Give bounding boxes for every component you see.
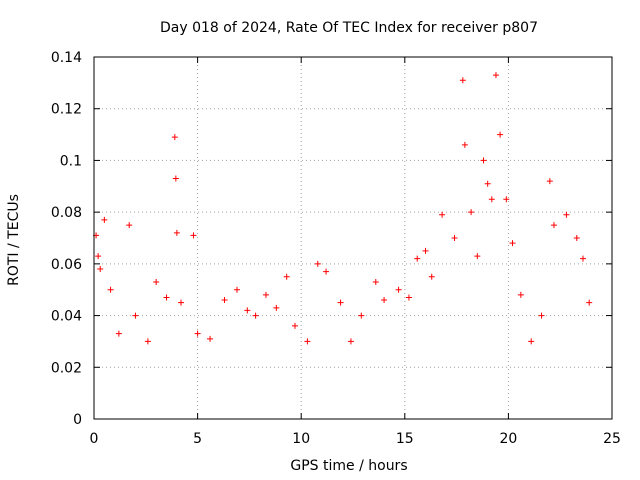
data-point xyxy=(107,286,114,293)
data-point xyxy=(358,312,365,319)
data-point xyxy=(517,291,524,298)
data-point xyxy=(492,72,499,79)
data-point xyxy=(244,307,251,314)
data-point xyxy=(474,253,481,260)
data-point xyxy=(171,134,178,141)
data-point xyxy=(563,211,570,218)
data-point xyxy=(405,294,412,301)
data-point xyxy=(291,322,298,329)
data-point xyxy=(221,297,228,304)
data-point xyxy=(381,297,388,304)
data-point xyxy=(546,178,553,185)
data-point xyxy=(503,196,510,203)
data-point xyxy=(190,232,197,239)
data-point xyxy=(372,278,379,285)
plot-frame xyxy=(93,56,613,420)
y-tick-label: 0.06 xyxy=(51,257,82,273)
data-point xyxy=(439,211,446,218)
data-point xyxy=(95,253,102,260)
data-point xyxy=(459,77,466,84)
data-point xyxy=(480,157,487,164)
y-tick-label: 0.04 xyxy=(51,309,82,325)
data-point xyxy=(178,299,185,306)
data-point xyxy=(323,268,330,275)
data-point xyxy=(484,180,491,187)
data-point xyxy=(586,299,593,306)
data-point xyxy=(163,294,170,301)
data-point xyxy=(488,196,495,203)
data-point xyxy=(126,222,133,229)
data-point xyxy=(497,131,504,138)
grid xyxy=(94,57,612,419)
data-point xyxy=(422,247,429,254)
data-point xyxy=(172,175,179,182)
data-points xyxy=(93,72,593,345)
x-tick-label: 10 xyxy=(292,431,310,447)
data-point xyxy=(262,291,269,298)
x-tick-label: 0 xyxy=(90,431,99,447)
data-point xyxy=(528,338,535,345)
data-point xyxy=(153,278,160,285)
y-tick-label: 0 xyxy=(73,412,82,428)
data-point xyxy=(115,330,122,337)
data-point xyxy=(347,338,354,345)
data-point xyxy=(252,312,259,319)
data-point xyxy=(144,338,151,345)
data-point xyxy=(314,260,321,267)
y-axis-label: ROTI / TECUs xyxy=(6,194,22,286)
data-point xyxy=(194,330,201,337)
data-point xyxy=(579,255,586,262)
data-point xyxy=(132,312,139,319)
data-point xyxy=(451,235,458,241)
data-point xyxy=(509,240,516,247)
x-tick-label: 15 xyxy=(396,431,414,447)
data-point xyxy=(283,273,290,280)
data-point xyxy=(273,304,280,311)
axis-ticks: 0 5 10 15 20 25 0 0.02 0.04 0.06 0.08 0.1 0.12 0.14 xyxy=(51,50,621,447)
data-point xyxy=(468,209,475,216)
y-tick-label: 0.08 xyxy=(51,205,82,221)
data-point xyxy=(207,335,214,342)
x-tick-label: 25 xyxy=(603,431,621,447)
x-tick-label: 5 xyxy=(193,431,202,447)
data-point xyxy=(101,216,108,223)
chart-title: Day 018 of 2024, Rate Of TEC Index for r… xyxy=(160,20,538,36)
y-tick-label: 0.14 xyxy=(51,50,82,66)
data-point xyxy=(573,235,580,241)
data-point xyxy=(538,312,545,319)
y-tick-label: 0.02 xyxy=(51,360,82,376)
data-point xyxy=(414,255,421,262)
data-point xyxy=(395,286,402,293)
data-point xyxy=(550,222,557,229)
data-point xyxy=(233,286,240,293)
x-tick-label: 20 xyxy=(499,431,517,447)
y-tick-label: 0.1 xyxy=(60,153,82,169)
data-point xyxy=(304,338,311,345)
data-point xyxy=(97,266,104,273)
data-point xyxy=(461,141,468,148)
y-tick-label: 0.12 xyxy=(51,102,82,118)
data-point xyxy=(337,299,344,306)
data-point xyxy=(173,229,180,236)
data-point xyxy=(428,273,435,280)
x-axis-label: GPS time / hours xyxy=(290,458,407,474)
